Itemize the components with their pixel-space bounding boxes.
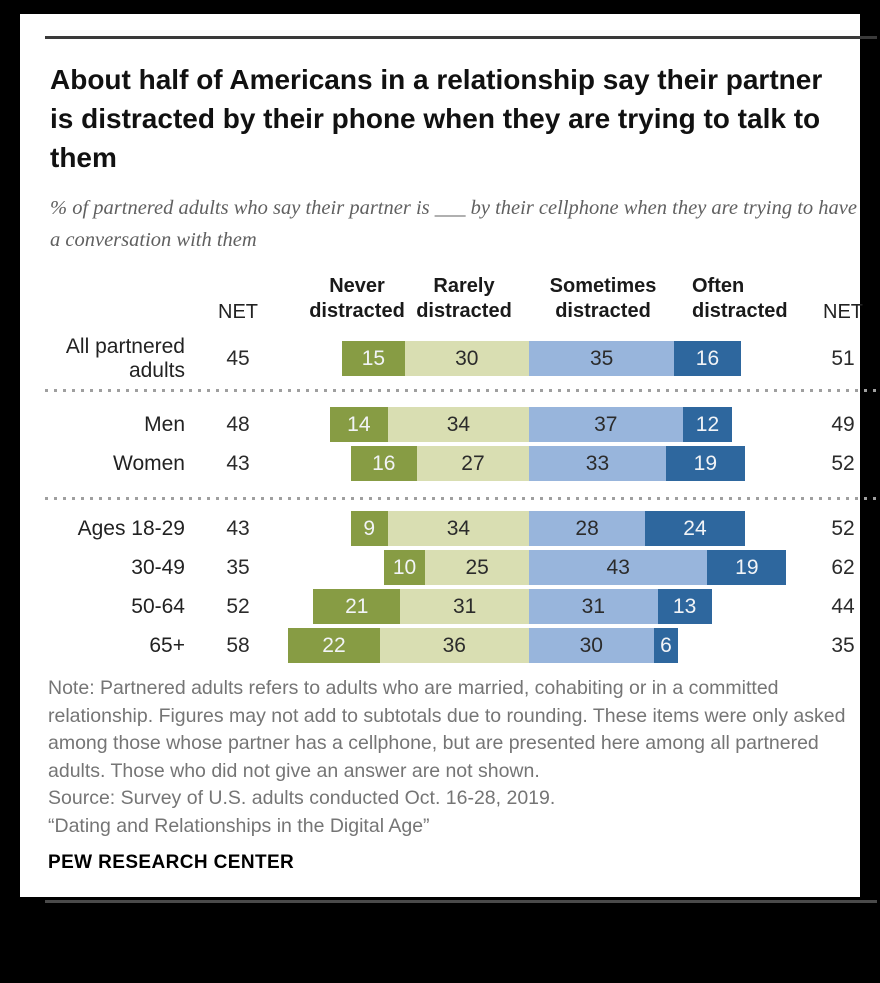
chart-subtitle: % of partnered adults who say their part… (50, 197, 857, 251)
bar-segment-often: 16 (674, 341, 741, 376)
net-right-value: 52 (831, 516, 855, 540)
net-right-value: 62 (831, 555, 855, 579)
bar-segment-often: 19 (665, 446, 745, 481)
bar-segment-never: 10 (383, 550, 426, 585)
bar-segment-rarely: 25 (425, 550, 529, 585)
report-title-text: “Dating and Relationships in the Digital… (48, 814, 430, 837)
row-label: Women (113, 451, 185, 475)
figure-background: About half of Americans in a relationshi… (20, 14, 877, 903)
bar-segment-never: 21 (313, 589, 401, 624)
bar-segment-often: 6 (653, 628, 679, 663)
net-left-value: 35 (226, 555, 250, 579)
bar-segment-rarely: 27 (416, 446, 529, 481)
bar-segment-rarely: 34 (387, 511, 529, 546)
source-text: Source: Survey of U.S. adults conducted … (48, 787, 556, 809)
bottom-rule (45, 900, 877, 903)
net-left-header: NET (218, 301, 258, 323)
row-label: Men (144, 412, 185, 436)
net-left-value: 48 (226, 412, 250, 436)
bar-segment-sometimes: 33 (529, 446, 666, 481)
bar-segment-rarely: 31 (400, 589, 529, 624)
col-header-often: Often distracted (692, 275, 788, 322)
bar-segment-rarely: 30 (404, 341, 529, 376)
top-rule (45, 36, 877, 39)
footnotes: Note: Partnered adults refers to adults … (48, 675, 856, 840)
net-right-header: NET (823, 301, 863, 323)
bar-segment-sometimes: 37 (529, 407, 683, 442)
net-right-value: 35 (831, 633, 855, 657)
col-header-sometimes: Sometimes distracted (549, 275, 657, 322)
bar-segment-often: 24 (645, 511, 745, 546)
bar-segment-never: 14 (329, 407, 388, 442)
group-divider (45, 389, 877, 392)
bar-segment-sometimes: 31 (529, 589, 658, 624)
bar-segment-never: 9 (350, 511, 388, 546)
row-label: 30-49 (131, 555, 185, 579)
net-left-value: 58 (226, 633, 250, 657)
bar-segment-often: 19 (707, 550, 787, 585)
group-divider (45, 497, 877, 500)
row-label: 50-64 (131, 594, 185, 618)
bar-segment-never: 22 (288, 628, 380, 663)
row-label: All partnered adults (65, 334, 185, 382)
net-right-value: 49 (831, 412, 855, 436)
net-right-value: 44 (831, 594, 855, 618)
note-text: Note: Partnered adults refers to adults … (48, 677, 846, 782)
row-label: 65+ (149, 633, 185, 657)
bar-segment-often: 12 (682, 407, 733, 442)
net-left-value: 43 (226, 516, 250, 540)
bar-segment-never: 15 (342, 341, 405, 376)
bar-segment-rarely: 36 (379, 628, 529, 663)
net-left-value: 45 (226, 346, 250, 370)
net-right-value: 52 (831, 451, 855, 475)
col-header-rarely: Rarely distracted (416, 275, 512, 322)
bar-segment-sometimes: 30 (529, 628, 654, 663)
row-label: Ages 18-29 (77, 516, 185, 540)
col-header-never: Never distracted (309, 275, 405, 322)
chart-title: About half of Americans in a relationshi… (50, 64, 823, 173)
net-left-value: 43 (226, 451, 250, 475)
bar-segment-sometimes: 43 (529, 550, 708, 585)
pew-research-center-wordmark: PEW RESEARCH CENTER (48, 852, 295, 873)
net-left-value: 52 (226, 594, 250, 618)
net-right-value: 51 (831, 346, 855, 370)
bar-segment-sometimes: 28 (529, 511, 646, 546)
bar-segment-sometimes: 35 (529, 341, 675, 376)
bar-segment-never: 16 (350, 446, 417, 481)
bar-segment-often: 13 (657, 589, 712, 624)
bar-segment-rarely: 34 (387, 407, 529, 442)
